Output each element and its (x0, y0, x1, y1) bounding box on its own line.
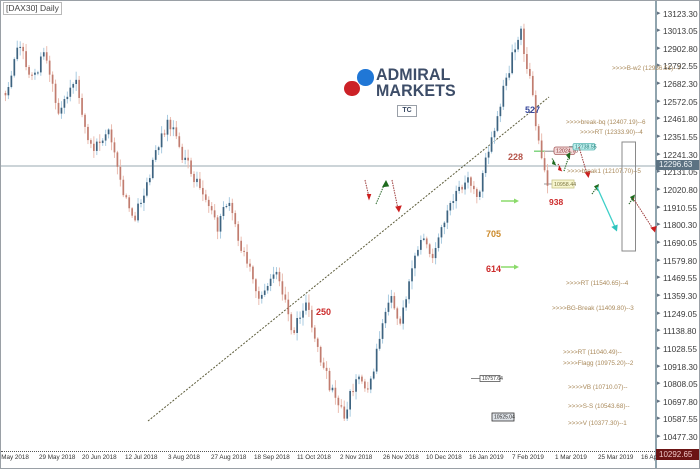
svg-text:>>>>break-bq (12407.19)--6: >>>>break-bq (12407.19)--6 (566, 119, 646, 126)
svg-text:>>>>RT (11540.65)--4: >>>>RT (11540.65)--4 (566, 280, 629, 287)
svg-text:10958.44: 10958.44 (554, 182, 576, 188)
svg-text:>>>>S-S (10543.68)--: >>>>S-S (10543.68)-- (568, 403, 630, 410)
svg-text:>>>>VB (10710.07)--: >>>>VB (10710.07)-- (568, 384, 628, 391)
svg-text:>>>>RT (11040.49)--: >>>>RT (11040.49)-- (563, 349, 622, 356)
svg-text:>>>>BG-Break (11409.80)--3: >>>>BG-Break (11409.80)--3 (552, 305, 634, 312)
svg-text:>>>>Flagg (10975.20)--2: >>>>Flagg (10975.20)--2 (563, 360, 634, 367)
svg-text:12738.55: 12738.55 (575, 144, 597, 150)
svg-text:250: 250 (316, 307, 331, 317)
svg-text:938: 938 (549, 197, 563, 207)
svg-text:>>>>V (10377.30)--1: >>>>V (10377.30)--1 (568, 420, 627, 427)
svg-text:228: 228 (508, 152, 523, 162)
svg-text:10757.64: 10757.64 (482, 376, 503, 382)
svg-text:705: 705 (486, 229, 501, 239)
svg-text:>>>>RT (12333.90)--4: >>>>RT (12333.90)--4 (580, 129, 643, 136)
svg-text:614: 614 (486, 264, 501, 274)
svg-text:>>>>B-w2 (12936.51)--7: >>>>B-w2 (12936.51)--7 (612, 65, 681, 72)
svg-text:527: 527 (525, 105, 540, 115)
svg-text:10525.04: 10525.04 (494, 415, 515, 421)
svg-text:>>>>break1 (12107.70)--5: >>>>break1 (12107.70)--5 (567, 168, 641, 175)
